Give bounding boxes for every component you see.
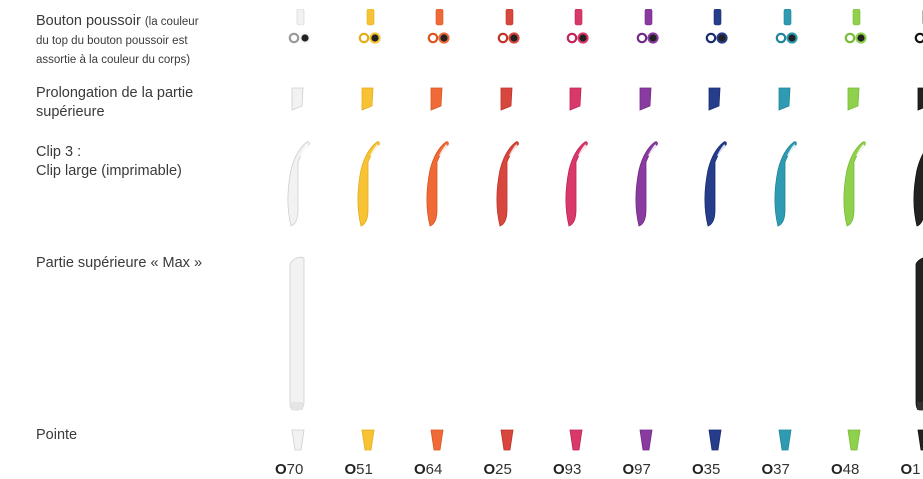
clip-icon: [774, 141, 797, 227]
max-top-part-icon: [289, 256, 305, 411]
extension-icon: [430, 87, 443, 111]
tip-icon: [500, 429, 513, 451]
extension-icon: [917, 87, 923, 111]
color-code-prefix: O: [622, 461, 635, 478]
row-label-push-button: Bouton poussoir (la couleur du top du bo…: [36, 12, 266, 69]
clip-line-2: Clip large (imprimable): [36, 163, 182, 179]
push-button-icon: [566, 8, 589, 44]
color-column-O48: O48: [831, 0, 879, 479]
push-button-icon: [705, 8, 728, 44]
push-button-note-a: (la couleur: [144, 16, 199, 28]
color-code-prefix: O: [483, 461, 496, 478]
tip-icon: [708, 429, 722, 451]
row-label-clip: Clip 3 : Clip large (imprimable): [36, 143, 266, 181]
color-code: O97: [623, 461, 683, 478]
color-code-number: 64: [425, 461, 443, 478]
color-column-O97: O97: [623, 0, 671, 479]
color-column-O35: O35: [692, 0, 740, 479]
color-code: O51: [345, 461, 405, 478]
color-column-O51: O51: [345, 0, 393, 479]
color-code-number: 35: [703, 461, 721, 478]
clip-icon: [913, 152, 923, 227]
color-code-prefix: O: [553, 461, 565, 478]
color-code-prefix: O: [344, 461, 357, 478]
extension-icon: [361, 87, 373, 111]
color-code-number: 37: [773, 461, 790, 478]
push-button-icon: [636, 8, 659, 44]
max-top-label: Partie supérieure « Max »: [36, 255, 203, 271]
color-code-number: 25: [495, 461, 512, 478]
color-code: O48: [831, 461, 891, 478]
push-button-icon: [775, 8, 798, 44]
color-column-O37: O37: [762, 0, 810, 479]
tip-icon: [847, 429, 861, 451]
extension-icon: [847, 87, 860, 111]
clip-icon: [635, 141, 658, 227]
tip-icon: [639, 429, 652, 451]
color-column-O93: O93: [553, 0, 601, 479]
color-code-number: 70: [286, 461, 304, 478]
color-code: O93: [553, 461, 613, 478]
color-code-prefix: O: [414, 461, 426, 478]
color-code-number: 51: [356, 461, 373, 478]
color-code: O1: [901, 461, 923, 478]
push-button-note-c: assortie à la couleur du corps): [36, 54, 191, 66]
clip-icon: [287, 141, 310, 227]
color-code: O37: [762, 461, 822, 478]
color-code-number: 1: [912, 461, 921, 478]
row-label-extension: Prolongation de la partie supérieure: [36, 84, 266, 122]
extension-icon: [778, 87, 790, 111]
push-button-title: Bouton poussoir: [36, 13, 141, 29]
push-button-icon: [427, 8, 450, 44]
color-code-prefix: O: [900, 461, 913, 478]
tip-icon: [291, 429, 305, 451]
color-column-O70: O70: [275, 0, 323, 479]
extension-icon: [708, 87, 721, 111]
tip-label: Pointe: [36, 427, 78, 443]
extension-line-2: supérieure: [36, 104, 105, 120]
color-code-prefix: O: [275, 461, 287, 478]
clip-icon: [565, 141, 588, 227]
clip-icon: [843, 141, 866, 227]
push-button-note-b: du top du bouton poussoir est: [36, 35, 188, 47]
color-column-O1: O1: [901, 0, 923, 479]
push-button-icon: [288, 8, 311, 44]
clip-icon: [496, 141, 519, 227]
tip-icon: [778, 429, 791, 451]
color-code-prefix: O: [692, 461, 704, 478]
push-button-icon: [497, 8, 520, 44]
tip-icon: [569, 429, 583, 451]
extension-icon: [639, 87, 651, 111]
color-code-number: 48: [842, 461, 860, 478]
row-label-max-top: Partie supérieure « Max »: [36, 254, 266, 273]
clip-icon: [357, 141, 380, 227]
extension-line-1: Prolongation de la partie: [36, 85, 194, 101]
push-button-icon: [914, 9, 923, 44]
color-column-O25: O25: [484, 0, 532, 479]
color-code: O70: [275, 461, 335, 478]
color-code: O25: [484, 461, 544, 478]
color-code-number: 97: [634, 461, 651, 478]
color-code: O64: [414, 461, 474, 478]
extension-icon: [500, 87, 512, 111]
extension-icon: [569, 87, 582, 111]
tip-icon: [917, 429, 923, 451]
clip-icon: [704, 141, 727, 227]
color-code-prefix: O: [831, 461, 843, 478]
row-label-tip: Pointe: [36, 426, 266, 445]
color-code-prefix: O: [761, 461, 774, 478]
clip-line-1: Clip 3 :: [36, 144, 82, 160]
clip-icon: [426, 141, 449, 227]
tip-icon: [430, 429, 444, 451]
max-top-part-icon: [915, 257, 923, 411]
color-code: O35: [692, 461, 752, 478]
push-button-icon: [844, 8, 867, 44]
push-button-icon: [358, 8, 381, 44]
color-code-number: 93: [564, 461, 582, 478]
tip-icon: [361, 429, 374, 451]
color-column-O64: O64: [414, 0, 462, 479]
extension-icon: [291, 87, 304, 111]
